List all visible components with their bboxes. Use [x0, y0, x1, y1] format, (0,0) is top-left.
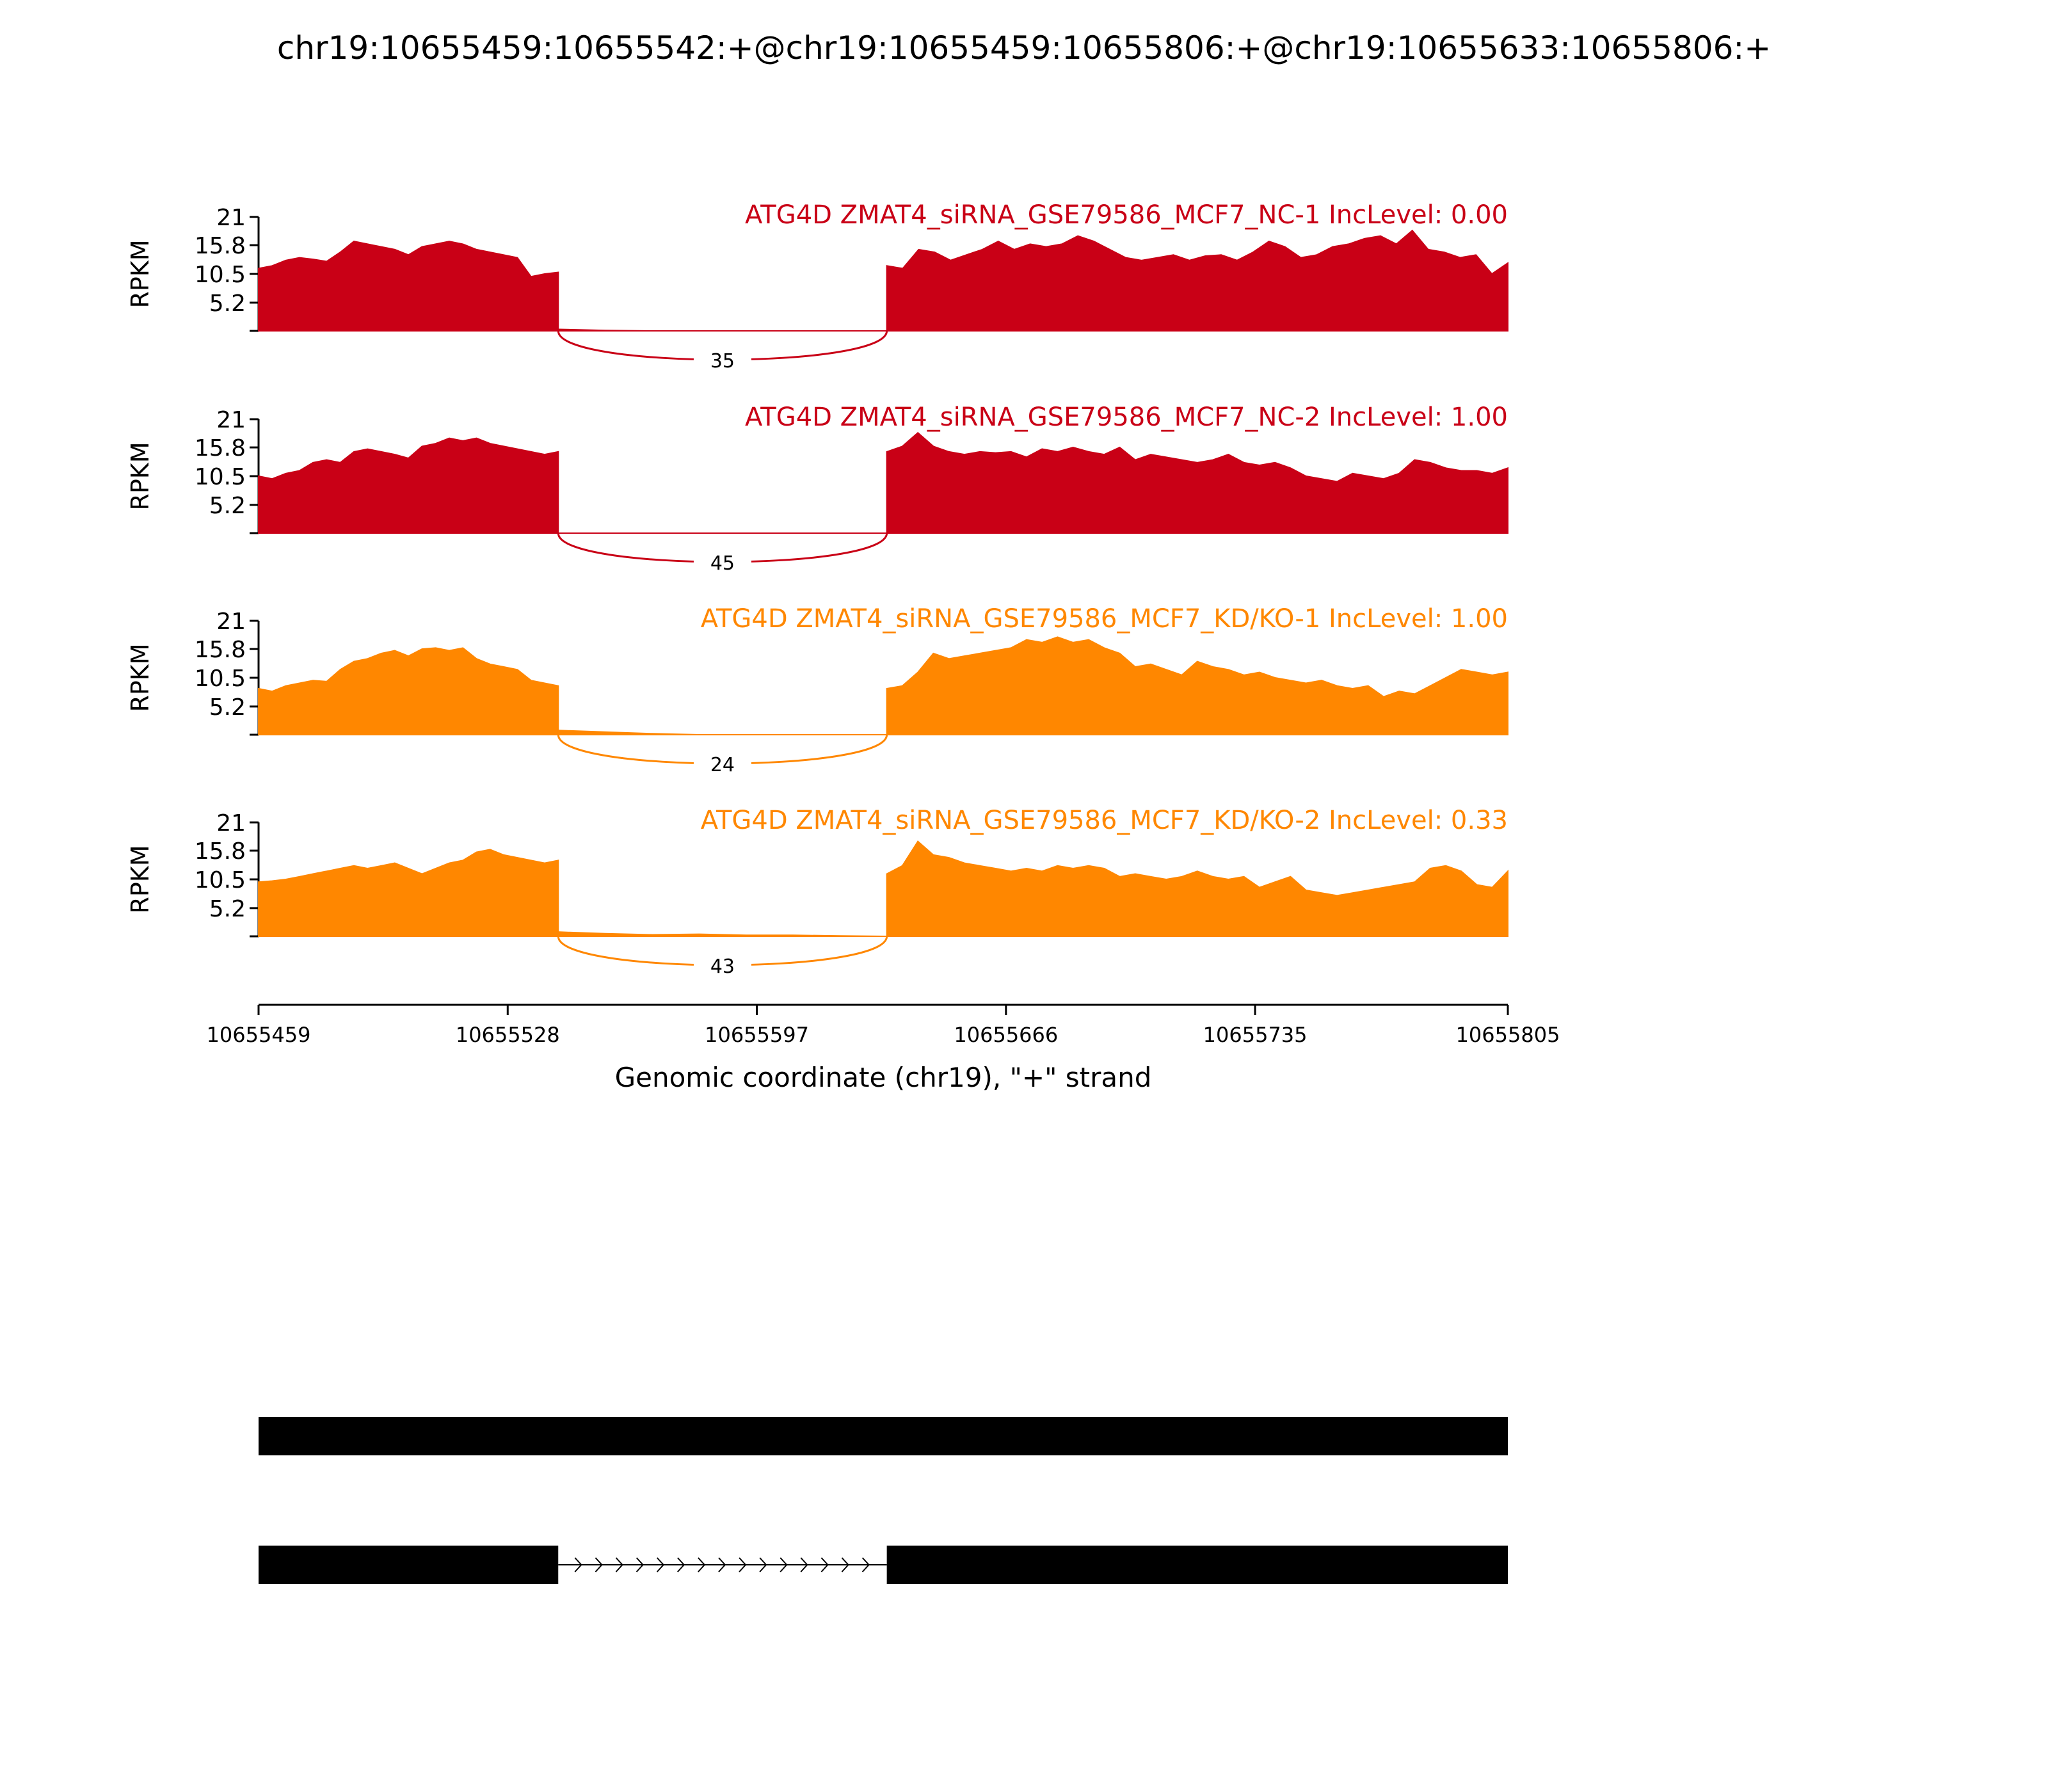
exon1-coverage	[258, 647, 559, 735]
junction-count: 24	[710, 754, 735, 776]
junction-count: 43	[710, 956, 735, 978]
strand-arrow	[574, 1557, 582, 1572]
x-tick-label: 10655459	[207, 1023, 311, 1047]
exon2-coverage	[886, 840, 1508, 937]
strand-arrow	[595, 1557, 603, 1572]
x-tick-label: 10655805	[1456, 1023, 1560, 1047]
x-tick-label: 10655666	[954, 1023, 1058, 1047]
y-tick-label: 5.2	[209, 493, 246, 519]
exon1-coverage	[258, 849, 559, 937]
strand-arrow	[739, 1557, 747, 1572]
strand-arrow	[615, 1557, 623, 1572]
y-tick-label: 21	[216, 407, 246, 433]
panel-label: ATG4D ZMAT4_siRNA_GSE79586_MCF7_KD/KO-2 …	[701, 806, 1508, 835]
exon2-coverage	[886, 431, 1508, 534]
exon2-coverage	[886, 636, 1508, 735]
y-tick-label: 15.8	[195, 435, 246, 461]
strand-arrow	[800, 1557, 808, 1572]
y-tick-label: 10.5	[195, 666, 246, 692]
strand-arrow	[698, 1557, 706, 1572]
y-tick-label: 10.5	[195, 464, 246, 490]
y-tick-label: 15.8	[195, 233, 246, 259]
intron-coverage	[557, 328, 887, 332]
y-tick-label: 21	[216, 810, 246, 836]
y-tick-label: 21	[216, 205, 246, 231]
y-axis-label: RPKM	[126, 239, 154, 308]
y-axis-label: RPKM	[126, 643, 154, 712]
strand-arrow	[780, 1557, 788, 1572]
panel-label: ATG4D ZMAT4_siRNA_GSE79586_MCF7_NC-1 Inc…	[745, 200, 1508, 230]
strand-arrow	[718, 1557, 726, 1572]
y-axis-label: RPKM	[126, 845, 154, 913]
strand-arrow	[841, 1557, 849, 1572]
isoform-1	[259, 1417, 1508, 1455]
y-tick-label: 5.2	[209, 694, 246, 721]
exon1-coverage	[258, 437, 559, 534]
strand-arrow	[820, 1557, 829, 1572]
exon-block	[886, 1546, 1508, 1584]
y-tick-label: 10.5	[195, 867, 246, 893]
x-axis: 10655459 10655528 10655597 10655666 10655735…	[207, 1004, 1560, 1047]
y-tick-label: 5.2	[209, 896, 246, 922]
y-axis-label: RPKM	[126, 442, 154, 510]
x-tick-label: 10655735	[1203, 1023, 1308, 1047]
exon1-coverage	[258, 241, 559, 332]
exon-block	[259, 1546, 559, 1584]
panel-label: ATG4D ZMAT4_siRNA_GSE79586_MCF7_KD/KO-1 …	[701, 604, 1508, 634]
exon-block	[259, 1417, 1508, 1455]
isoform-2	[259, 1546, 1508, 1584]
strand-arrow	[759, 1557, 767, 1572]
strand-arrow	[656, 1557, 665, 1572]
junction-label-bg	[693, 551, 751, 574]
y-tick-label: 5.2	[209, 291, 246, 317]
strand-arrow	[861, 1557, 870, 1572]
intron-coverage	[557, 730, 887, 735]
strand-arrow	[677, 1557, 685, 1572]
y-tick-label: 21	[216, 609, 246, 635]
junction-label-bg	[693, 753, 751, 776]
exon2-coverage	[886, 229, 1508, 332]
junction-count: 35	[710, 350, 735, 372]
y-tick-label: 15.8	[195, 637, 246, 663]
junction-label-bg	[693, 954, 751, 977]
x-tick-label: 10655528	[456, 1023, 560, 1047]
x-tick-label: 10655597	[705, 1023, 809, 1047]
x-axis-label: Genomic coordinate (chr19), "+" strand	[615, 1062, 1152, 1093]
panel-label: ATG4D ZMAT4_siRNA_GSE79586_MCF7_NC-2 Inc…	[745, 403, 1508, 432]
intron-coverage	[557, 931, 887, 937]
y-tick-label: 15.8	[195, 838, 246, 865]
isoform-track	[259, 1417, 1508, 1584]
y-tick-label: 10.5	[195, 262, 246, 288]
plot-title: chr19:10655459:10655542:+@chr19:10655459…	[277, 29, 1771, 67]
junction-count: 45	[710, 552, 735, 575]
junction-label-bg	[693, 349, 751, 372]
strand-arrow	[636, 1557, 644, 1572]
